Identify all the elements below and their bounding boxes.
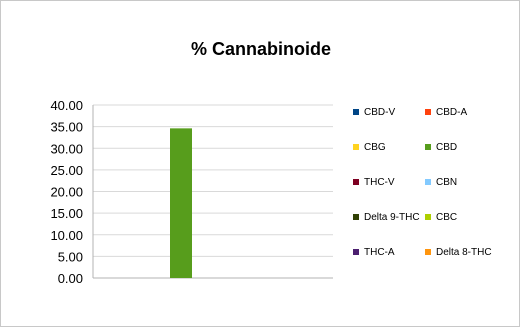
legend-item: CBD-A [425,107,515,142]
y-tick-label: 35.00 [50,120,83,135]
legend-swatch [353,179,359,185]
y-tick-label: 0.00 [58,271,83,286]
legend-swatch [425,144,431,150]
y-tick-label: 40.00 [50,98,83,113]
legend-item: CBD-V [353,107,425,142]
legend-label: CBG [364,142,386,153]
legend-label: CBN [436,177,458,188]
legend-label: Delta 8-THC [436,247,492,258]
legend-item: CBC [425,212,515,247]
legend-swatch [425,214,431,220]
legend-label: Delta 9-THC [364,212,420,223]
legend-item: CBN [425,177,515,212]
legend-item: THC-V [353,177,425,212]
legend-item: Delta 9-THC [353,212,425,247]
legend-swatch [353,109,359,115]
legend-label: CBC [436,212,458,223]
y-tick-label: 5.00 [58,249,83,264]
legend-swatch [353,144,359,150]
legend-swatch [353,249,359,255]
y-tick-label: 15.00 [50,206,83,221]
chart-title: % Cannabinoide [190,39,331,59]
y-tick-label: 30.00 [50,141,83,156]
legend-label: CBD-V [364,107,396,118]
legend-item: CBG [353,142,425,177]
y-tick-label: 20.00 [50,185,83,200]
legend-label: THC-V [364,177,395,188]
legend-label: CBD-A [436,107,468,118]
y-tick-label: 10.00 [50,228,83,243]
legend-label: THC-A [364,247,395,258]
legend-swatch [425,249,431,255]
legend: CBD-V CBD-A CBG CBD THC-V CBN Delta 9-THC CBC TH… [353,107,518,282]
legend-item: CBD [425,142,515,177]
legend-item: Delta 8-THC [425,247,515,282]
legend-label: CBD [436,142,458,153]
legend-item: THC-A [353,247,425,282]
bar-cbd [170,128,192,278]
legend-swatch [425,109,431,115]
legend-swatch [353,214,359,220]
legend-swatch [425,179,431,185]
y-tick-label: 25.00 [50,163,83,178]
